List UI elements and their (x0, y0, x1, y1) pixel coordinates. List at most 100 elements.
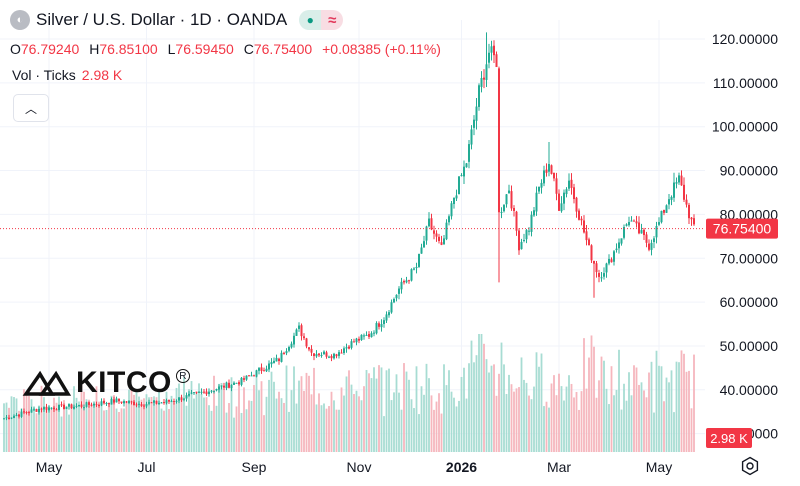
candle-body (443, 238, 445, 245)
volume-bar (93, 404, 95, 452)
volume-bar (688, 370, 690, 452)
volume-bar (538, 366, 540, 452)
volume-bar (233, 417, 235, 452)
candle-body (225, 382, 228, 389)
candle-body (110, 399, 113, 405)
candle-body (220, 385, 223, 387)
volume-bar (305, 372, 308, 452)
volume-bar (640, 382, 643, 452)
volume-bar (383, 416, 385, 452)
approx-wave-icon[interactable]: ≈ (321, 10, 344, 30)
candle-body (143, 405, 145, 407)
volume-bar (75, 397, 78, 452)
candle-body (533, 210, 535, 216)
volume-bar (678, 362, 680, 452)
candle-body (250, 375, 253, 377)
candle-body (38, 408, 40, 413)
candle-body (555, 178, 558, 194)
candle-body (593, 261, 595, 264)
candle-body (470, 129, 473, 145)
volume-bar (330, 391, 333, 452)
volume-bar (465, 398, 468, 452)
volume-bar (18, 410, 20, 452)
volume-bar (203, 397, 205, 452)
volume-legend[interactable]: Vol · Ticks 2.98 K (12, 67, 122, 83)
candle-body (190, 392, 193, 394)
volume-bar (638, 384, 640, 452)
symbol-legend[interactable]: ◐ Silver / U.S. Dollar · 1D · OANDA ● ≈ (10, 10, 344, 30)
volume-bar (80, 381, 83, 452)
volume-bar (100, 402, 103, 452)
volume-bar (355, 390, 358, 452)
volume-bar (143, 398, 145, 452)
volume-bar (415, 366, 418, 452)
volume-bar (525, 382, 528, 452)
volume-bar (413, 408, 415, 452)
symbol-title[interactable]: Silver / U.S. Dollar · 1D · OANDA (36, 10, 288, 29)
candle-body (670, 196, 673, 200)
volume-bar (123, 408, 125, 452)
candle-body (73, 406, 75, 409)
volume-bar (55, 402, 58, 452)
candle-body (85, 402, 88, 407)
volume-bar (608, 404, 610, 452)
settings-gear-icon[interactable] (740, 456, 760, 476)
volume-bar (8, 407, 10, 452)
volume-bar (148, 397, 150, 452)
market-open-dot-icon[interactable]: ● (299, 10, 322, 30)
candle-body (438, 236, 440, 241)
candle-body (155, 400, 158, 404)
volume-bar (670, 370, 673, 452)
volume-bar (200, 393, 203, 452)
candle-body (685, 199, 688, 205)
volume-bar (108, 402, 110, 452)
volume-bar (133, 394, 135, 452)
candle-body (275, 357, 278, 362)
volume-bar (343, 395, 345, 452)
candle-body (693, 218, 695, 225)
volume-bar (220, 382, 223, 452)
candle-body (13, 415, 15, 419)
volume-bar (393, 392, 395, 452)
volume-bar (130, 388, 133, 452)
volume-label[interactable]: Vol · Ticks (12, 67, 76, 83)
volume-bar (10, 396, 13, 452)
candle-body (553, 172, 555, 179)
collapse-legend-button[interactable]: ︿ (13, 94, 49, 122)
candle-body (248, 375, 250, 377)
candle-body (265, 368, 268, 372)
volume-bar (33, 407, 35, 452)
chart-grid (0, 20, 705, 452)
candle-body (620, 238, 623, 244)
volume-bar (685, 371, 688, 452)
candle-body (63, 405, 65, 410)
volume-bar (433, 409, 435, 452)
volume-bar (420, 386, 423, 452)
candle-body (573, 187, 575, 200)
candle-body (468, 144, 470, 162)
volume-bar (165, 391, 168, 452)
volume-bar (210, 410, 213, 452)
volume-bar (120, 408, 123, 452)
volume-bar (410, 399, 413, 452)
candle-body (578, 210, 580, 220)
kitco-logo-icon (22, 370, 72, 396)
candle-body (540, 182, 543, 188)
candle-body (173, 401, 175, 403)
volume-bar (483, 343, 485, 452)
low-label: L (167, 41, 176, 57)
volume-bar (385, 370, 388, 452)
volume-bar (585, 388, 588, 452)
last-price-tag: 76.75400 (706, 218, 778, 239)
volume-bar (50, 408, 53, 452)
candle-body (458, 176, 460, 195)
candle-body (410, 269, 413, 281)
candle-body (40, 408, 43, 410)
volume-bar (380, 367, 383, 452)
candle-body (428, 218, 430, 227)
volume-bar (260, 381, 263, 452)
volume-bar (218, 383, 220, 452)
status-badges[interactable]: ● ≈ (299, 10, 344, 30)
candle-body (123, 401, 125, 404)
